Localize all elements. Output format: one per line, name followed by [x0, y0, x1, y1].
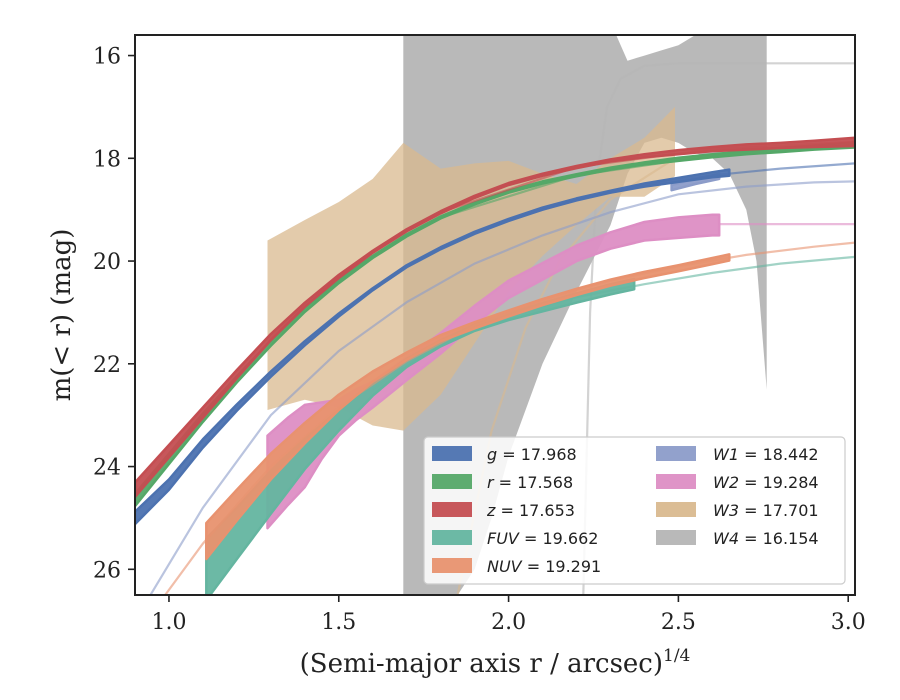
series-r	[135, 141, 855, 508]
series-w3-band	[267, 106, 675, 431]
y-tick-label: 20	[93, 250, 121, 275]
y-tick-label: 18	[93, 147, 121, 172]
legend-swatch-z	[432, 502, 472, 517]
plot-area-frame	[134, 34, 856, 596]
series-r-model-line	[440, 143, 855, 219]
series-g	[135, 162, 855, 526]
legend-swatch-w2	[656, 474, 696, 489]
series-w4-model-line	[582, 62, 855, 595]
x-axis-label-text: (Semi-major axis r / arcsec)	[300, 649, 663, 679]
legend-label-g: g = 17.968	[487, 445, 577, 464]
axis-ticks: 1.0 1.5 2.0 2.5 3.0 16 18 20 22 24 26	[93, 45, 866, 635]
x-tick-label: 1.0	[151, 610, 186, 635]
legend-swatch-r	[432, 474, 472, 489]
y-tick-label: 22	[93, 353, 121, 378]
x-axis-label: (Semi-major axis r / arcsec)1/4	[300, 646, 691, 679]
x-tick-label: 2.5	[661, 610, 696, 635]
legend-swatch-w4	[656, 530, 696, 545]
series-nuv	[163, 241, 855, 595]
legend-label-w1: W1 = 18.442	[713, 445, 819, 464]
series-g-band	[135, 168, 731, 526]
legend-label-w2: W2 = 19.284	[713, 473, 819, 492]
legend-label-z: z = 17.653	[486, 501, 575, 520]
legend-swatch-w1	[656, 446, 696, 461]
legend-swatch-fuv	[432, 530, 472, 545]
series-z-model-line	[440, 140, 855, 214]
legend-label-w4: W4 = 16.154	[713, 529, 819, 548]
series-w1-model-line	[149, 180, 855, 595]
x-tick-label: 1.5	[321, 610, 356, 635]
legend-swatch-nuv	[432, 558, 472, 573]
series-nuv-model-line	[163, 241, 855, 595]
x-tick-label: 2.0	[491, 610, 526, 635]
series-fuv-model-line	[372, 255, 855, 391]
x-axis-label-exponent: 1/4	[663, 646, 690, 666]
legend: g = 17.968 r = 17.568 z = 17.653 FUV = 19.6…	[423, 436, 846, 585]
x-tick-label: 3.0	[831, 610, 866, 635]
legend-label-r: r = 17.568	[487, 473, 573, 492]
y-tick-label: 26	[93, 558, 121, 583]
series-g-model-line	[508, 162, 855, 222]
legend-swatch-g	[432, 446, 472, 461]
legend-label-w3: W3 = 17.701	[713, 501, 819, 520]
y-tick-label: 24	[93, 456, 121, 481]
series-r-band	[135, 141, 855, 508]
series-z-band	[135, 136, 855, 499]
legend-label-fuv: FUV = 19.662	[487, 529, 598, 548]
y-tick-label: 16	[93, 45, 121, 70]
legend-frame	[423, 436, 846, 585]
legend-label-nuv: NUV = 19.291	[487, 557, 601, 576]
legend-swatch-w3	[656, 502, 696, 517]
series-z	[135, 136, 855, 499]
y-axis-label: m(< r) (mag)	[47, 229, 77, 402]
